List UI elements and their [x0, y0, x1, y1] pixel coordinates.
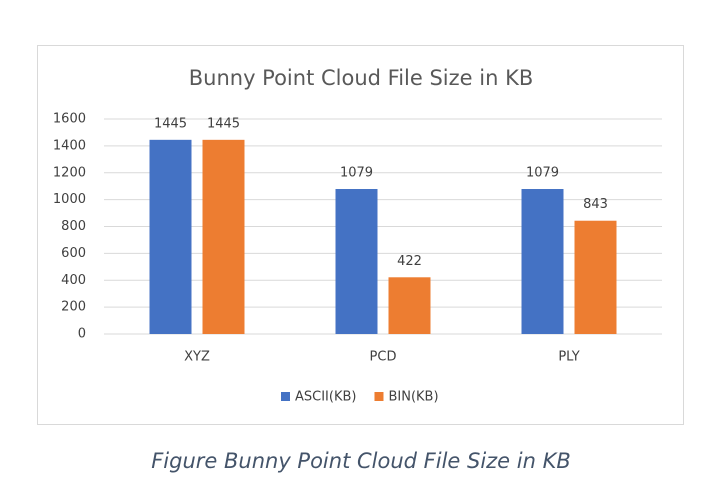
data-label: 1445 [154, 116, 187, 131]
y-tick-label: 1000 [53, 192, 86, 207]
data-label: 1445 [207, 116, 240, 131]
bar [521, 189, 564, 334]
data-label: 1079 [526, 166, 559, 181]
bar [202, 139, 245, 334]
chart-title: Bunny Point Cloud File Size in KB [189, 66, 534, 90]
x-tick-label: PLY [558, 350, 579, 365]
legend-label: BIN(KB) [388, 390, 438, 405]
data-label: 1079 [340, 166, 373, 181]
y-tick-label: 1400 [53, 138, 86, 153]
bar [149, 139, 192, 334]
bar [388, 277, 431, 334]
y-tick-label: 1600 [53, 112, 86, 127]
legend-swatch [374, 392, 384, 401]
y-tick-label: 1200 [53, 165, 86, 180]
legend-label: ASCII(KB) [295, 390, 356, 405]
bar [335, 189, 378, 334]
y-tick-label: 600 [61, 246, 86, 261]
data-label: 422 [397, 254, 422, 269]
caption: Figure Bunny Point Cloud File Size in KB [151, 449, 571, 473]
y-tick-label: 400 [61, 273, 86, 288]
bar [574, 220, 617, 334]
legend-swatch [281, 392, 290, 401]
x-tick-label: PCD [370, 350, 397, 365]
data-label: 843 [583, 197, 608, 212]
y-tick-label: 0 [78, 327, 86, 342]
x-tick-label: XYZ [184, 350, 210, 365]
y-tick-label: 800 [61, 219, 86, 234]
y-tick-label: 200 [61, 300, 86, 315]
